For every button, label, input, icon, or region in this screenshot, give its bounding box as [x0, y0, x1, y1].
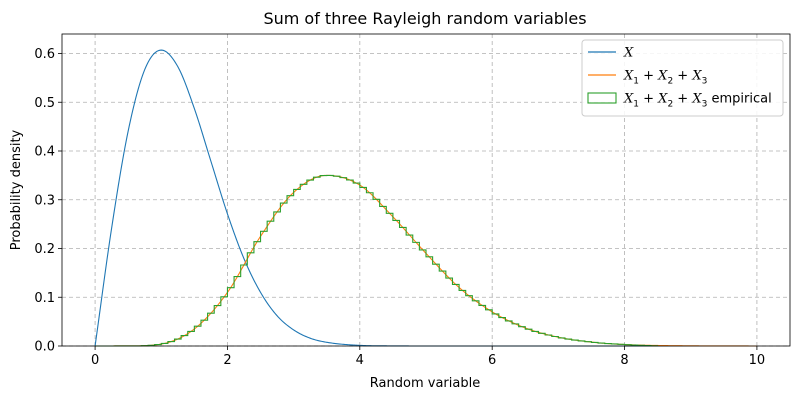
legend-box	[581, 39, 784, 117]
x-tick-label: 6	[488, 353, 496, 368]
legend-label-1: X1 + X2 + X3	[623, 69, 707, 87]
legend-swatch-2	[587, 92, 617, 104]
x-tick-label: 0	[91, 353, 99, 368]
y-tick-label: 0.3	[34, 193, 55, 208]
y-tick-label: 0.6	[34, 47, 55, 62]
legend-label-0: X	[623, 46, 634, 61]
x-tick-label: 2	[223, 353, 231, 368]
x-tick-label: 10	[749, 353, 766, 368]
y-tick-label: 0.0	[34, 340, 55, 355]
x-tick-label: 8	[620, 353, 628, 368]
chart-title: Sum of three Rayleigh random variables	[263, 9, 586, 28]
x-tick-label: 4	[356, 353, 364, 368]
y-tick-label: 0.5	[34, 96, 55, 111]
y-tick-label: 0.2	[34, 242, 55, 257]
y-axis-label: Probability density	[9, 129, 24, 250]
y-tick-label: 0.4	[34, 145, 55, 160]
series-histogram-2	[95, 174, 659, 347]
axes: 0 2 4 6 8 10 0.0 0.1 0.2 0.3 0.4 0.5 0.6	[34, 33, 791, 368]
legend-label-2: X1 + X2 + X3 empirical	[623, 92, 772, 110]
y-tick-label: 0.1	[34, 291, 55, 306]
series-line-1	[95, 174, 757, 347]
axes-frame	[61, 33, 791, 347]
legend: X X1 + X2 + X3 X1 + X2 + X3 empirical	[581, 39, 784, 117]
x-axis-label: Random variable	[370, 376, 480, 391]
